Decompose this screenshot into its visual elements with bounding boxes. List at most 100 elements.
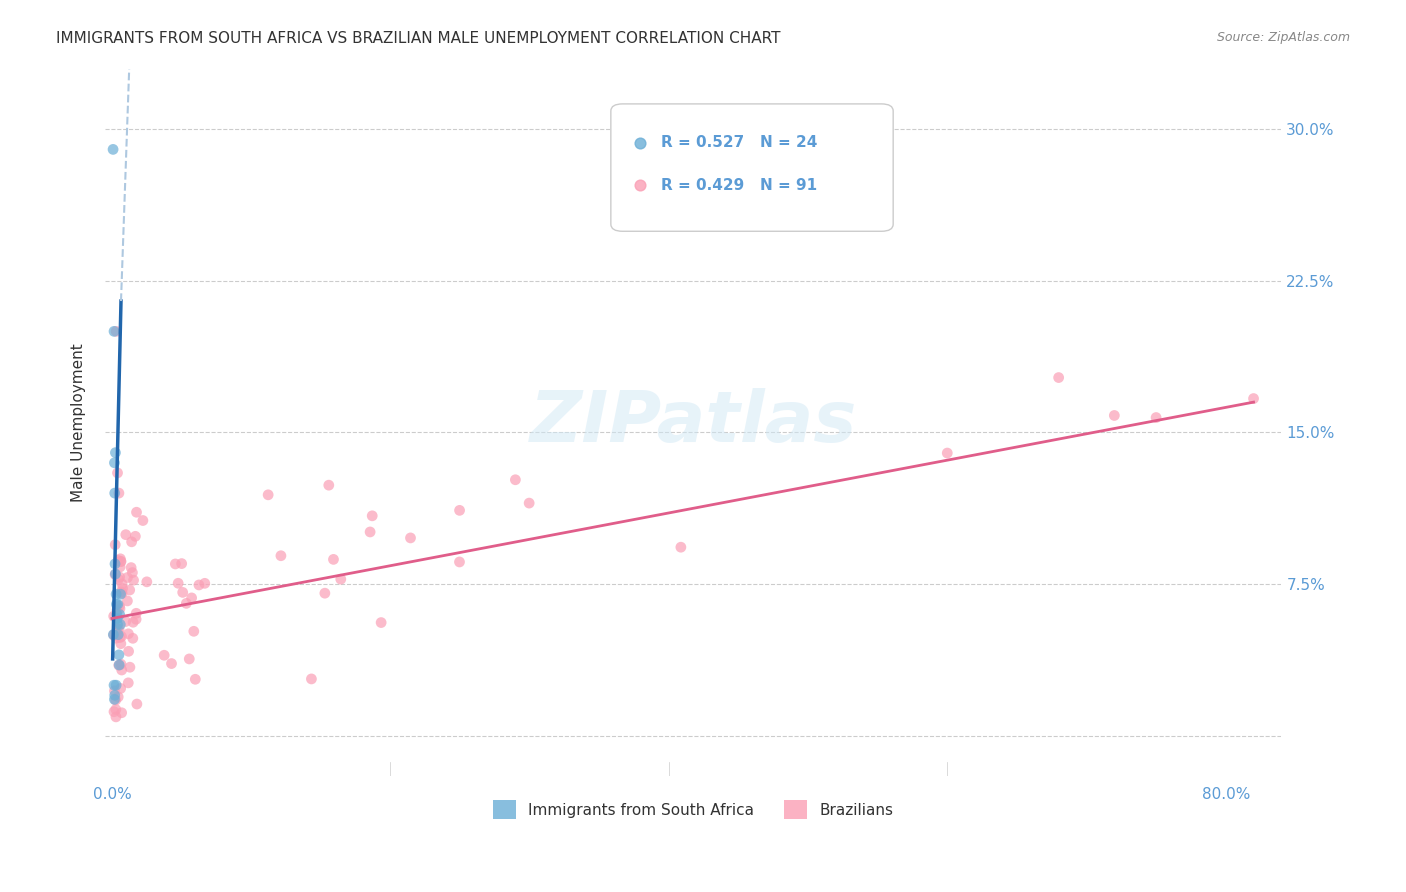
Text: ZIPatlas: ZIPatlas <box>530 388 856 457</box>
Point <box>125 607 148 621</box>
Point <box>118 582 141 597</box>
Point <box>103 705 125 719</box>
Point <box>105 587 128 601</box>
Point <box>120 560 142 574</box>
Point <box>108 601 131 615</box>
FancyBboxPatch shape <box>610 103 893 231</box>
Point <box>110 681 132 696</box>
Point <box>108 658 131 673</box>
Point <box>107 466 129 480</box>
Point <box>104 688 127 702</box>
Point <box>165 557 187 571</box>
Point <box>1104 409 1126 423</box>
Point <box>135 574 157 589</box>
Point <box>110 554 132 568</box>
Point <box>517 496 540 510</box>
Point <box>108 657 131 672</box>
Point <box>108 631 131 645</box>
Point <box>153 648 176 663</box>
Point <box>108 570 131 584</box>
Point <box>111 586 134 600</box>
Point <box>180 591 202 605</box>
Point <box>110 637 132 651</box>
Point <box>125 612 148 626</box>
Point <box>322 552 344 566</box>
Point <box>108 599 131 613</box>
Point <box>107 617 129 632</box>
Point <box>160 657 183 671</box>
Point <box>669 540 692 554</box>
Point <box>101 142 124 156</box>
Point <box>117 570 139 584</box>
Point <box>359 524 381 539</box>
Point <box>107 627 129 641</box>
Point <box>1047 370 1070 384</box>
Point <box>314 586 336 600</box>
Point <box>104 445 127 459</box>
Point <box>103 627 125 641</box>
Point <box>104 538 127 552</box>
Point <box>104 486 127 500</box>
Point <box>105 607 128 622</box>
Point <box>104 566 127 581</box>
Point <box>121 566 143 580</box>
Point <box>108 560 131 574</box>
Point <box>105 324 128 338</box>
Point <box>132 514 155 528</box>
Point <box>103 609 125 624</box>
Text: R = 0.429   N = 91: R = 0.429 N = 91 <box>661 178 817 193</box>
Point <box>107 690 129 704</box>
Point <box>124 529 146 543</box>
Point <box>108 607 131 622</box>
Text: Source: ZipAtlas.com: Source: ZipAtlas.com <box>1216 31 1350 45</box>
Point <box>105 597 128 611</box>
Point <box>104 557 127 571</box>
Point <box>104 693 127 707</box>
Point <box>318 478 340 492</box>
Point <box>117 644 139 658</box>
Point <box>179 652 201 666</box>
Point <box>103 692 125 706</box>
Point <box>107 553 129 567</box>
Point <box>117 676 139 690</box>
Point <box>1243 392 1265 406</box>
Point <box>167 576 190 591</box>
Point <box>105 678 128 692</box>
Point <box>118 660 141 674</box>
Point <box>125 697 148 711</box>
Point <box>104 710 127 724</box>
Point <box>370 615 392 630</box>
Point <box>110 555 132 569</box>
Point <box>103 456 125 470</box>
Point <box>176 596 198 610</box>
Point <box>329 572 352 586</box>
Point <box>105 603 128 617</box>
Point <box>117 627 139 641</box>
Point <box>108 648 131 662</box>
Point <box>117 594 139 608</box>
Point <box>257 488 280 502</box>
Point <box>172 585 194 599</box>
Point <box>122 615 145 630</box>
Point <box>104 567 127 582</box>
Point <box>103 684 125 698</box>
Point <box>103 324 125 338</box>
Point <box>299 672 322 686</box>
Point <box>110 551 132 566</box>
Point <box>194 576 217 591</box>
Point <box>121 632 143 646</box>
Legend: Immigrants from South Africa, Brazilians: Immigrants from South Africa, Brazilians <box>486 794 900 825</box>
Point <box>399 531 422 545</box>
Point <box>110 630 132 644</box>
Point <box>270 549 292 563</box>
Point <box>110 657 132 672</box>
Point <box>108 486 131 500</box>
Point <box>184 673 207 687</box>
Point <box>103 628 125 642</box>
Point <box>110 617 132 632</box>
Point <box>110 585 132 599</box>
Point <box>361 508 384 523</box>
Point <box>107 622 129 636</box>
Point <box>1144 410 1167 425</box>
Point <box>121 534 143 549</box>
